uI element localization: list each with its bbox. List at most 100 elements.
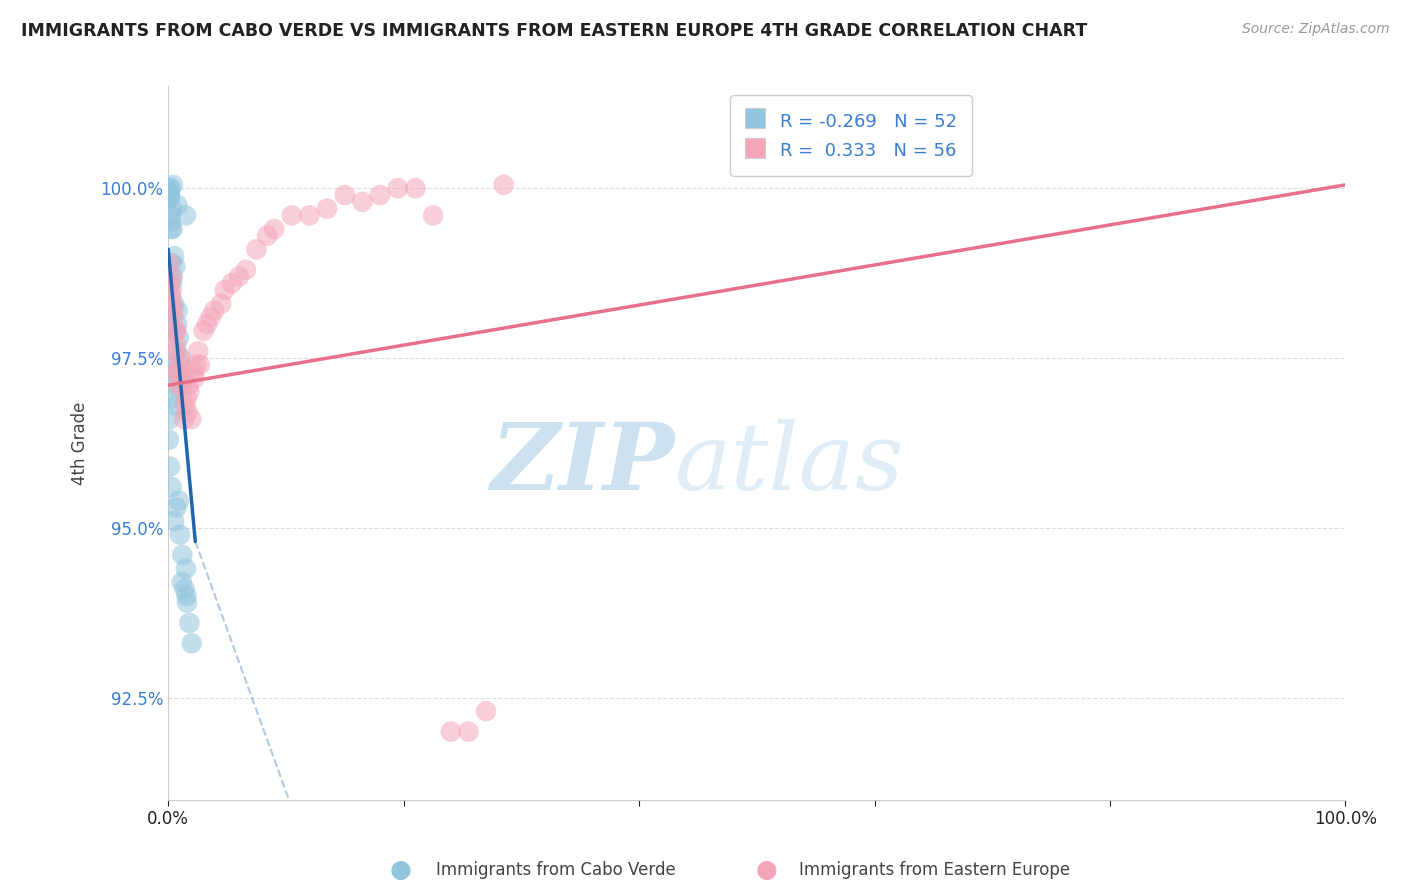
Point xyxy=(157,188,180,202)
Point xyxy=(187,344,209,359)
Point xyxy=(202,303,225,318)
Point xyxy=(162,310,184,325)
Point xyxy=(183,371,205,385)
Point xyxy=(162,222,184,236)
Point xyxy=(186,358,208,372)
Point xyxy=(174,399,197,413)
Point xyxy=(440,724,463,739)
Point xyxy=(179,384,201,399)
Point xyxy=(159,392,181,406)
Point xyxy=(167,378,190,392)
Point xyxy=(167,493,190,508)
Point xyxy=(165,399,187,413)
Point xyxy=(221,277,243,291)
Point xyxy=(157,181,180,195)
Legend: R = -0.269   N = 52, R =  0.333   N = 56: R = -0.269 N = 52, R = 0.333 N = 56 xyxy=(730,95,972,176)
Point xyxy=(179,615,201,630)
Point xyxy=(170,575,193,590)
Point xyxy=(159,191,181,205)
Point xyxy=(165,500,187,515)
Point xyxy=(228,269,250,284)
Point xyxy=(235,262,257,277)
Point xyxy=(245,243,267,257)
Point xyxy=(160,296,183,310)
Point xyxy=(475,704,498,718)
Point xyxy=(160,365,183,379)
Point xyxy=(209,296,232,310)
Point xyxy=(281,208,304,222)
Point xyxy=(163,249,186,263)
Point xyxy=(195,317,218,331)
Point xyxy=(166,317,188,331)
Point xyxy=(165,324,187,338)
Point xyxy=(163,296,186,310)
Point xyxy=(200,310,222,325)
Point xyxy=(256,228,278,243)
Point xyxy=(173,412,195,426)
Point xyxy=(457,724,479,739)
Point xyxy=(169,527,191,541)
Point xyxy=(169,351,191,365)
Point xyxy=(162,378,184,392)
Point xyxy=(404,181,426,195)
Point xyxy=(160,269,183,284)
Point xyxy=(165,324,187,338)
Point xyxy=(160,290,183,304)
Point xyxy=(160,202,183,216)
Point xyxy=(214,283,236,297)
Point xyxy=(159,208,181,222)
Point xyxy=(159,317,181,331)
Point xyxy=(160,480,183,494)
Text: Immigrants from Cabo Verde: Immigrants from Cabo Verde xyxy=(436,861,676,879)
Point xyxy=(165,337,187,351)
Point xyxy=(177,378,200,392)
Point xyxy=(170,378,193,392)
Point xyxy=(159,459,181,474)
Point xyxy=(163,344,186,359)
Point xyxy=(167,331,190,345)
Point xyxy=(165,344,187,359)
Point xyxy=(316,202,339,216)
Point xyxy=(157,412,180,426)
Point xyxy=(157,433,180,447)
Point xyxy=(352,194,374,209)
Point xyxy=(492,178,515,192)
Point xyxy=(160,215,183,229)
Point xyxy=(163,514,186,528)
Point xyxy=(160,283,183,297)
Point xyxy=(165,260,187,274)
Point xyxy=(174,561,197,575)
Point xyxy=(174,208,197,222)
Point xyxy=(387,181,409,195)
Text: IMMIGRANTS FROM CABO VERDE VS IMMIGRANTS FROM EASTERN EUROPE 4TH GRADE CORRELATI: IMMIGRANTS FROM CABO VERDE VS IMMIGRANTS… xyxy=(21,22,1087,40)
Point xyxy=(160,277,183,291)
Point xyxy=(172,371,194,385)
Point xyxy=(162,269,184,284)
Point xyxy=(165,324,187,338)
Text: Immigrants from Eastern Europe: Immigrants from Eastern Europe xyxy=(799,861,1070,879)
Point xyxy=(166,365,188,379)
Text: ●: ● xyxy=(389,858,412,881)
Point xyxy=(173,371,195,385)
Point xyxy=(159,188,181,202)
Point xyxy=(170,351,193,365)
Point xyxy=(157,277,180,291)
Point xyxy=(172,548,194,562)
Point xyxy=(176,392,198,406)
Point xyxy=(162,303,184,318)
Text: ZIP: ZIP xyxy=(491,419,675,509)
Point xyxy=(159,310,181,325)
Point xyxy=(193,324,215,338)
Point xyxy=(333,188,356,202)
Point xyxy=(263,222,285,236)
Point xyxy=(188,358,211,372)
Point xyxy=(157,256,180,270)
Point xyxy=(176,596,198,610)
Text: Source: ZipAtlas.com: Source: ZipAtlas.com xyxy=(1241,22,1389,37)
Point xyxy=(176,405,198,419)
Point xyxy=(180,412,202,426)
Point xyxy=(162,178,184,192)
Point xyxy=(166,303,188,318)
Point xyxy=(173,582,195,596)
Point xyxy=(160,256,183,270)
